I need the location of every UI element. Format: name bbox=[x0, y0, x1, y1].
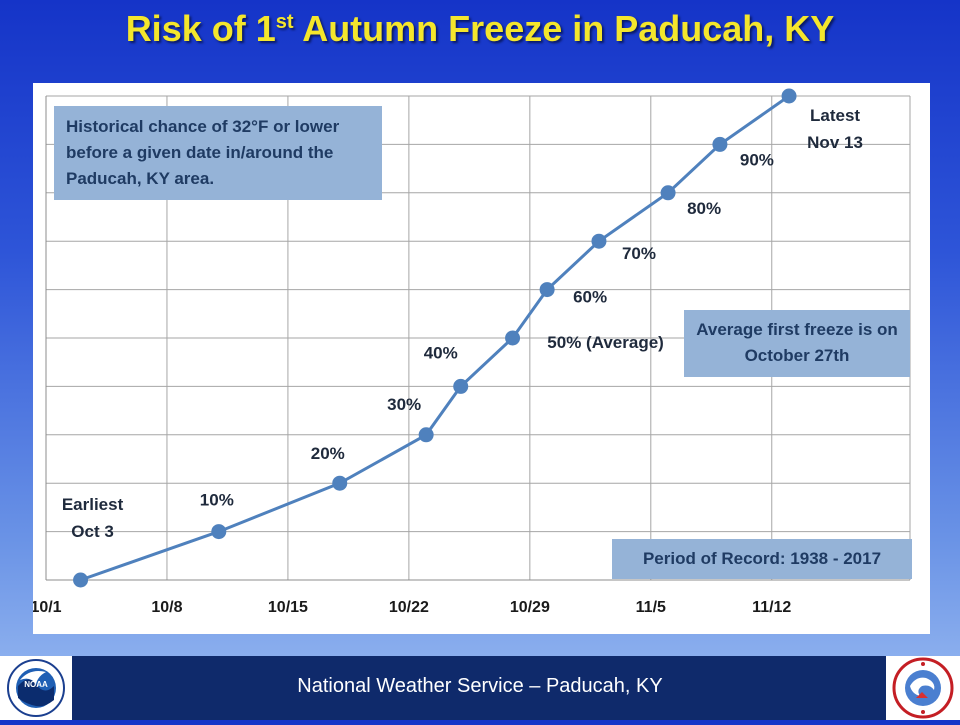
data-label: 80% bbox=[687, 199, 721, 218]
x-tick-label: 10/29 bbox=[510, 599, 550, 616]
x-tick-label: 11/5 bbox=[636, 599, 666, 616]
data-point bbox=[539, 282, 555, 298]
title-suffix: Autumn Freeze in Paducah, KY bbox=[293, 8, 835, 49]
data-label: 50% (Average) bbox=[547, 333, 664, 352]
data-point bbox=[453, 378, 469, 394]
data-point bbox=[211, 524, 227, 540]
page-title: Risk of 1st Autumn Freeze in Paducah, KY bbox=[0, 8, 960, 50]
data-point bbox=[332, 475, 348, 491]
x-tick-label: 10/8 bbox=[151, 599, 182, 616]
data-label: 90% bbox=[740, 150, 774, 169]
period-of-record-text: Period of Record: 1938 - 2017 bbox=[642, 549, 882, 568]
data-point bbox=[505, 330, 521, 346]
data-label: 40% bbox=[424, 343, 458, 362]
historical-note: Historical chance of 32°F or lower befor… bbox=[54, 106, 382, 200]
svg-text:NOAA: NOAA bbox=[24, 680, 48, 689]
data-label: Nov 13 bbox=[807, 133, 863, 152]
data-point bbox=[660, 185, 676, 201]
historical-note-text: Historical chance of 32°F or lower befor… bbox=[66, 117, 340, 188]
x-tick-label: 10/15 bbox=[268, 599, 308, 616]
data-point bbox=[712, 136, 728, 152]
x-tick-label: 11/12 bbox=[752, 599, 791, 616]
data-point bbox=[418, 427, 434, 443]
data-label: 60% bbox=[573, 288, 607, 307]
data-point bbox=[73, 572, 89, 588]
data-label: Oct 3 bbox=[71, 522, 114, 541]
data-label: Latest bbox=[810, 106, 860, 125]
data-label: Earliest bbox=[62, 495, 124, 514]
data-point bbox=[781, 88, 797, 104]
average-freeze-text: Average first freeze is on October 27th bbox=[696, 320, 898, 365]
title-prefix: Risk of 1 bbox=[125, 8, 276, 49]
data-label: 70% bbox=[622, 244, 656, 263]
nws-logo-icon bbox=[886, 656, 960, 720]
x-tick-label: 10/1 bbox=[33, 599, 62, 616]
footer-text: National Weather Service – Paducah, KY bbox=[297, 675, 663, 697]
average-freeze-note: Average first freeze is on October 27th bbox=[684, 310, 910, 377]
period-of-record-note: Period of Record: 1938 - 2017 bbox=[612, 539, 912, 579]
chart-panel: 10/1 10/8 10/15 10/22 10/29 11/5 11/12 Earliest… bbox=[33, 83, 930, 634]
title-superscript: st bbox=[275, 11, 294, 33]
freeze-risk-chart: 10/1 10/8 10/15 10/22 10/29 11/5 11/12 Earliest… bbox=[33, 88, 911, 616]
footer-bar: NOAA National Weather Service – Paducah,… bbox=[0, 656, 960, 720]
data-label: 30% bbox=[387, 395, 421, 414]
x-tick-label: 10/22 bbox=[389, 599, 429, 616]
data-label: 10% bbox=[200, 491, 234, 510]
data-point bbox=[591, 233, 607, 249]
data-label: 20% bbox=[311, 444, 345, 463]
noaa-logo-icon: NOAA bbox=[0, 656, 72, 720]
